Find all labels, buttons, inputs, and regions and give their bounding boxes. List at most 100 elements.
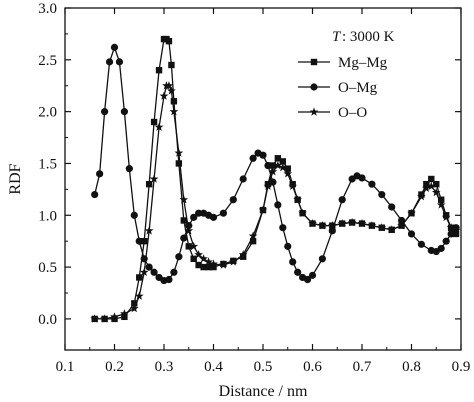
data-point-star bbox=[248, 231, 258, 240]
series-circle bbox=[91, 43, 460, 285]
data-point-star bbox=[327, 221, 337, 230]
data-point-square bbox=[111, 315, 118, 323]
data-point-star bbox=[387, 225, 397, 234]
data-point-star bbox=[219, 260, 228, 269]
data-point-square bbox=[185, 243, 192, 250]
data-point-square bbox=[240, 253, 247, 260]
data-point-circle bbox=[259, 151, 267, 159]
data-point-circle bbox=[289, 258, 297, 266]
data-point-square bbox=[175, 160, 183, 167]
data-point-star bbox=[258, 205, 268, 214]
data-point-star bbox=[189, 241, 199, 251]
data-point-star bbox=[431, 187, 441, 197]
data-point-star bbox=[298, 208, 307, 217]
series-line bbox=[94, 38, 457, 320]
data-point-circle bbox=[209, 213, 218, 221]
series-square bbox=[91, 35, 460, 323]
data-point-circle bbox=[407, 230, 416, 238]
data-point-star bbox=[139, 267, 149, 276]
data-point-star bbox=[397, 221, 406, 230]
data-point-circle bbox=[318, 255, 326, 263]
data-point-star bbox=[169, 107, 179, 116]
data-point-circle bbox=[135, 237, 143, 245]
data-point-circle bbox=[101, 108, 109, 116]
data-point-star bbox=[283, 169, 293, 178]
data-point-square bbox=[190, 255, 197, 262]
data-point-star bbox=[149, 174, 159, 183]
data-point-circle bbox=[229, 196, 237, 204]
data-point-star bbox=[441, 212, 451, 222]
data-point-square bbox=[170, 98, 178, 105]
data-point-star bbox=[164, 81, 174, 90]
data-point-circle bbox=[165, 275, 173, 284]
data-point-square bbox=[165, 37, 173, 45]
data-point-circle bbox=[130, 211, 138, 219]
legend-marker-circle bbox=[310, 83, 318, 91]
data-point-star bbox=[426, 181, 436, 190]
data-point-circle bbox=[219, 209, 227, 217]
data-point-circle bbox=[274, 201, 282, 209]
plot-frame bbox=[64, 7, 462, 351]
data-point-circle bbox=[150, 268, 158, 276]
data-point-circle bbox=[264, 161, 272, 170]
legend-entry: Mg–Mg bbox=[298, 55, 388, 71]
data-point-star bbox=[144, 226, 154, 235]
data-point-star bbox=[238, 250, 248, 259]
data-point-square bbox=[269, 162, 277, 169]
data-point-circle bbox=[185, 222, 193, 230]
data-point-square bbox=[168, 61, 175, 69]
data-point-circle bbox=[303, 275, 312, 284]
data-point-circle bbox=[145, 263, 153, 271]
data-point-circle bbox=[180, 234, 188, 242]
y-tick-label: 0.0 bbox=[38, 312, 57, 328]
data-point-star bbox=[421, 183, 431, 193]
data-point-square bbox=[150, 118, 158, 126]
series-layer bbox=[90, 35, 461, 323]
legend-label: O–O bbox=[338, 105, 367, 121]
x-tick-label: 0.4 bbox=[204, 359, 223, 375]
data-point-square bbox=[195, 261, 202, 269]
data-point-star bbox=[179, 195, 189, 204]
data-point-square bbox=[279, 158, 286, 165]
data-point-circle bbox=[125, 165, 133, 173]
data-point-star bbox=[100, 314, 109, 323]
data-point-circle bbox=[120, 108, 128, 116]
data-point-square bbox=[274, 155, 282, 162]
data-point-star bbox=[293, 195, 303, 204]
data-point-square bbox=[210, 263, 217, 271]
data-point-circle bbox=[398, 216, 406, 225]
data-point-circle bbox=[388, 203, 396, 211]
y-axis-title: RDF bbox=[7, 163, 24, 194]
legend: T: 3000 K Mg–Mg O–Mg O–O bbox=[298, 29, 395, 121]
data-point-square bbox=[284, 165, 291, 172]
y-tick-label: 1.5 bbox=[38, 156, 57, 172]
data-point-square bbox=[433, 180, 440, 188]
data-point-star bbox=[347, 217, 357, 227]
legend-marker-square bbox=[310, 58, 318, 66]
axes-layer: 0.1 0.2 0.3 0.4 0.5 0.6 0.7 0.8 0.9 0.0 0.5 1.0 1.5 2… bbox=[7, 1, 470, 400]
data-point-circle bbox=[195, 209, 203, 217]
data-point-star bbox=[308, 218, 317, 228]
data-point-star bbox=[417, 192, 426, 201]
data-point-star bbox=[209, 259, 218, 268]
data-point-circle bbox=[417, 240, 425, 248]
x-tick-label: 0.5 bbox=[254, 359, 273, 375]
data-point-circle bbox=[190, 213, 198, 221]
data-point-star bbox=[134, 291, 144, 300]
data-point-circle bbox=[96, 170, 104, 178]
data-point-star bbox=[407, 208, 416, 217]
data-point-circle bbox=[105, 58, 114, 66]
data-point-star bbox=[90, 314, 100, 323]
data-point-circle bbox=[442, 237, 450, 245]
series-star bbox=[90, 81, 461, 323]
x-tick-label: 0.9 bbox=[452, 359, 471, 375]
data-point-star bbox=[446, 223, 456, 232]
data-point-square bbox=[428, 175, 435, 183]
data-point-star bbox=[451, 226, 461, 235]
data-point-circle bbox=[110, 43, 119, 51]
data-point-star bbox=[194, 250, 204, 259]
data-point-star bbox=[167, 86, 176, 95]
data-point-star bbox=[367, 221, 377, 230]
data-point-star bbox=[278, 163, 288, 172]
